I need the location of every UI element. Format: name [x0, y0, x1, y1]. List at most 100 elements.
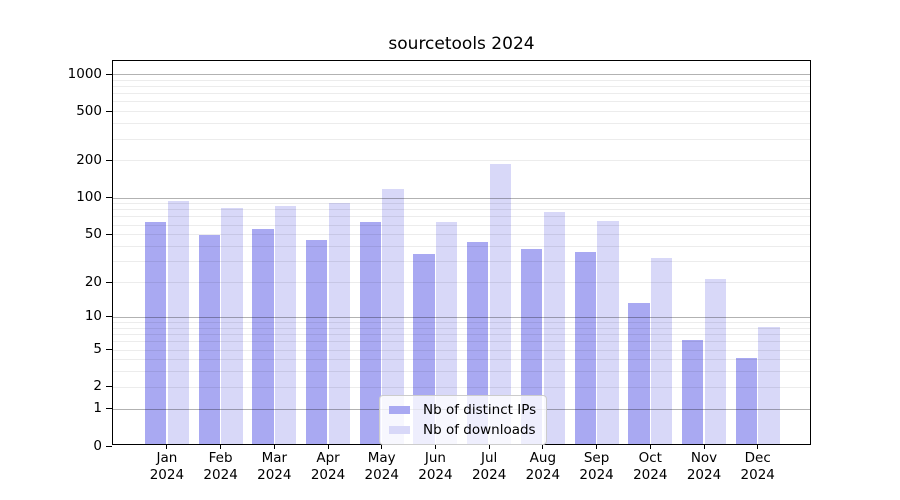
x-tick-label: Sep 2024 — [579, 450, 614, 483]
minor-gridline — [113, 322, 810, 324]
legend-swatch-distinct-ips — [389, 406, 410, 414]
bar-ips-sep — [574, 252, 596, 444]
y-tick-mark — [106, 73, 112, 75]
bar-ips-oct — [628, 302, 650, 444]
minor-gridline — [113, 93, 810, 95]
x-tick-label: Apr 2024 — [310, 450, 346, 483]
legend-label-downloads: Nb of downloads — [423, 422, 536, 438]
x-tick-label: Nov 2024 — [686, 450, 722, 483]
minor-gridline — [113, 334, 810, 336]
x-tick-mark — [703, 444, 705, 449]
legend-item-distinct-ips: Nb of distinct IPs — [389, 401, 536, 419]
bar-downloads-apr — [328, 202, 351, 444]
y-tick-mark — [106, 159, 112, 161]
x-tick-mark — [166, 444, 168, 449]
legend: Nb of distinct IPs Nb of downloads — [379, 395, 548, 445]
bar-downloads-may — [382, 189, 404, 444]
minor-gridline — [113, 246, 810, 248]
legend-item-downloads: Nb of downloads — [389, 421, 536, 439]
minor-gridline — [113, 261, 810, 263]
x-tick-label: Mar 2024 — [257, 450, 292, 483]
y-tick-mark — [106, 316, 112, 318]
bar-downloads-dec — [758, 326, 780, 444]
y-tick-label: 100 — [76, 189, 102, 205]
y-tick-label: 20 — [84, 273, 102, 290]
y-tick-label: 1 — [93, 400, 102, 417]
chart-title: sourcetools 2024 — [388, 34, 535, 54]
y-tick-label: 50 — [84, 225, 102, 242]
major-gridline — [113, 316, 810, 318]
bar-downloads-nov — [704, 278, 726, 444]
x-tick-mark — [488, 444, 490, 449]
major-gridline — [113, 197, 810, 199]
bar-downloads-sep — [597, 221, 619, 444]
x-tick-label: Feb 2024 — [203, 450, 238, 483]
x-tick-label: Aug 2024 — [525, 450, 561, 483]
minor-gridline — [113, 386, 810, 388]
x-tick-mark — [220, 444, 222, 449]
plot-area: Nb of distinct IPs Nb of downloads 0 1 2 5 1… — [68, 60, 811, 483]
y-tick-label: 500 — [76, 102, 102, 119]
bar-downloads-aug — [543, 211, 565, 444]
bar-downloads-mar — [275, 206, 297, 444]
x-tick-mark — [434, 444, 436, 449]
y-tick-mark — [106, 110, 112, 112]
bar-ips-jan — [144, 221, 167, 444]
bar-ips-mar — [252, 229, 274, 444]
minor-gridline — [113, 138, 810, 140]
minor-gridline — [113, 203, 810, 205]
minor-gridline — [113, 216, 810, 218]
x-tick-label: Dec 2024 — [740, 450, 775, 483]
bar-downloads-feb — [221, 207, 243, 444]
y-tick-mark — [106, 281, 112, 283]
x-tick-mark — [596, 444, 598, 449]
x-tick-mark — [649, 444, 651, 449]
minor-gridline — [113, 209, 810, 211]
bar-ips-nov — [682, 340, 704, 444]
y-tick-mark — [106, 349, 112, 351]
x-tick-label: May 2024 — [364, 450, 399, 483]
y-tick-label: 0 — [93, 437, 102, 454]
minor-gridline — [113, 349, 810, 351]
x-tick-mark — [273, 444, 275, 449]
minor-gridline — [113, 79, 810, 81]
bar-downloads-oct — [650, 258, 673, 444]
minor-gridline — [113, 101, 810, 103]
y-tick-mark — [106, 386, 112, 388]
minor-gridline — [113, 86, 810, 87]
bar-ips-feb — [198, 235, 220, 444]
minor-gridline — [113, 341, 810, 343]
y-tick-label: 10 — [84, 308, 102, 325]
bar-downloads-jul — [489, 163, 512, 444]
x-tick-mark — [542, 444, 544, 449]
x-tick-label: Oct 2024 — [633, 450, 668, 483]
bar-ips-may — [359, 221, 382, 444]
y-tick-mark — [106, 233, 112, 235]
minor-gridline — [113, 224, 810, 226]
minor-gridline — [113, 123, 810, 125]
y-tick-label: 1000 — [67, 65, 102, 82]
y-tick-label: 5 — [93, 341, 102, 358]
bar-downloads-jun — [436, 221, 458, 444]
bar-downloads-jan — [167, 200, 189, 444]
y-tick-label: 200 — [76, 151, 102, 168]
y-tick-label: 2 — [93, 378, 102, 395]
bar-ips-dec — [735, 358, 757, 444]
minor-gridline — [113, 160, 810, 162]
minor-gridline — [113, 359, 810, 361]
bar-ips-apr — [306, 240, 328, 444]
x-tick-mark — [381, 444, 383, 449]
y-tick-mark — [106, 445, 112, 447]
x-tick-label: Jun 2024 — [418, 450, 453, 483]
x-tick-label: Jan 2024 — [149, 450, 185, 483]
major-gridline — [113, 74, 810, 75]
x-tick-label: Jul 2024 — [471, 450, 507, 483]
minor-gridline — [113, 371, 810, 373]
minor-gridline — [113, 327, 810, 329]
x-tick-mark — [327, 444, 329, 449]
y-tick-mark — [106, 197, 112, 198]
legend-swatch-downloads — [389, 426, 410, 434]
bar-ips-jul — [467, 242, 489, 444]
minor-gridline — [113, 282, 810, 284]
